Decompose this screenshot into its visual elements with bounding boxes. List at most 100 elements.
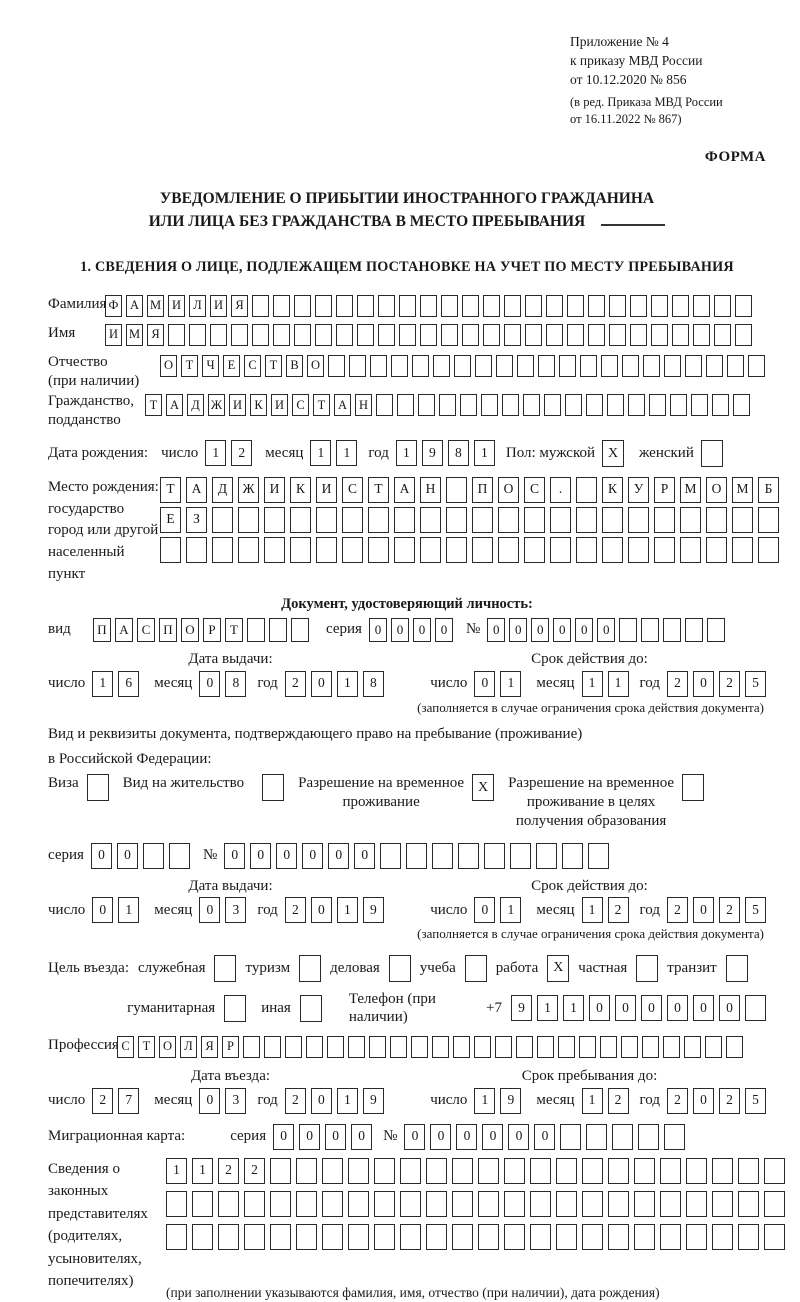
char-cell[interactable]: Н (355, 394, 372, 417)
char-cell[interactable] (269, 617, 287, 642)
char-cell[interactable]: 0 (531, 617, 550, 642)
char-cell[interactable]: 1 (581, 1087, 603, 1114)
char-cell[interactable] (680, 536, 701, 563)
purpose-private-checkbox[interactable] (636, 954, 659, 982)
char-cell[interactable] (270, 1223, 291, 1250)
checkbox-cell[interactable] (262, 774, 285, 802)
char-cell[interactable]: 0 (509, 617, 528, 642)
char-cell[interactable] (296, 1223, 317, 1250)
char-cell[interactable]: К (290, 476, 311, 503)
char-cell[interactable] (270, 1157, 291, 1184)
char-cell[interactable] (622, 354, 639, 377)
char-cell[interactable] (643, 354, 660, 377)
char-cell[interactable]: С (137, 617, 155, 642)
char-cell[interactable]: М (732, 476, 753, 503)
char-cell[interactable]: 0 (482, 1123, 504, 1150)
char-cell[interactable]: В (286, 354, 303, 377)
char-cell[interactable]: 2 (667, 897, 688, 924)
char-cell[interactable] (565, 394, 582, 417)
char-cell[interactable] (608, 1190, 629, 1217)
char-cell[interactable] (496, 354, 513, 377)
char-cell[interactable] (735, 294, 752, 317)
char-cell[interactable]: 1 (118, 897, 140, 924)
char-cell[interactable]: 0 (199, 897, 221, 924)
char-cell[interactable] (285, 1036, 302, 1058)
char-cell[interactable] (588, 323, 605, 346)
char-cell[interactable]: 0 (534, 1123, 556, 1150)
char-cell[interactable] (634, 1190, 655, 1217)
char-cell[interactable]: И (210, 294, 227, 317)
char-cell[interactable] (454, 354, 471, 377)
char-cell[interactable]: И (271, 394, 288, 417)
char-cell[interactable] (524, 536, 545, 563)
char-cell[interactable] (504, 323, 521, 346)
char-cell[interactable]: А (115, 617, 133, 642)
char-cell[interactable] (582, 1157, 603, 1184)
char-cell[interactable]: Л (180, 1036, 197, 1058)
char-cell[interactable] (453, 1036, 470, 1058)
residence-permit-checkbox[interactable] (262, 774, 285, 802)
char-cell[interactable] (735, 323, 752, 346)
char-cell[interactable] (516, 1036, 533, 1058)
char-cell[interactable] (664, 354, 681, 377)
char-cell[interactable] (530, 1190, 551, 1217)
char-cell[interactable]: 0 (487, 617, 506, 642)
char-cell[interactable] (663, 1036, 680, 1058)
char-cell[interactable] (296, 1157, 317, 1184)
char-cell[interactable] (714, 294, 731, 317)
char-cell[interactable] (399, 323, 416, 346)
char-cell[interactable] (630, 294, 647, 317)
char-cell[interactable] (349, 354, 366, 377)
char-cell[interactable] (391, 354, 408, 377)
char-cell[interactable] (369, 1036, 386, 1058)
char-cell[interactable]: Л (189, 294, 206, 317)
char-cell[interactable]: 0 (589, 995, 610, 1022)
char-cell[interactable] (420, 294, 437, 317)
char-cell[interactable] (426, 1223, 447, 1250)
purpose-study-checkbox[interactable] (464, 954, 487, 982)
char-cell[interactable]: 0 (354, 842, 376, 869)
char-cell[interactable]: С (524, 476, 545, 503)
char-cell[interactable] (680, 506, 701, 533)
char-cell[interactable]: 2 (284, 1087, 306, 1114)
char-cell[interactable] (525, 323, 542, 346)
char-cell[interactable] (712, 1190, 733, 1217)
checkbox-cell[interactable]: X (547, 954, 570, 982)
char-cell[interactable] (758, 536, 779, 563)
char-cell[interactable]: 0 (597, 617, 616, 642)
char-cell[interactable] (745, 995, 766, 1022)
char-cell[interactable] (582, 1190, 603, 1217)
char-cell[interactable] (686, 1223, 707, 1250)
purpose-business-checkbox[interactable] (388, 954, 411, 982)
char-cell[interactable] (588, 842, 610, 869)
char-cell[interactable] (706, 506, 727, 533)
char-cell[interactable] (290, 536, 311, 563)
char-cell[interactable] (641, 617, 660, 642)
char-cell[interactable] (462, 294, 479, 317)
char-cell[interactable] (483, 323, 500, 346)
char-cell[interactable] (649, 394, 666, 417)
char-cell[interactable] (558, 1036, 575, 1058)
char-cell[interactable]: О (159, 1036, 176, 1058)
char-cell[interactable] (441, 323, 458, 346)
char-cell[interactable] (576, 536, 597, 563)
char-cell[interactable]: Н (420, 476, 441, 503)
char-cell[interactable] (576, 506, 597, 533)
char-cell[interactable] (764, 1223, 785, 1250)
char-cell[interactable] (478, 1190, 499, 1217)
purpose-official-checkbox[interactable] (214, 954, 237, 982)
char-cell[interactable] (504, 294, 521, 317)
char-cell[interactable] (294, 323, 311, 346)
char-cell[interactable]: 2 (284, 670, 306, 697)
checkbox-cell[interactable] (214, 954, 237, 982)
char-cell[interactable] (412, 354, 429, 377)
char-cell[interactable]: Ч (202, 354, 219, 377)
